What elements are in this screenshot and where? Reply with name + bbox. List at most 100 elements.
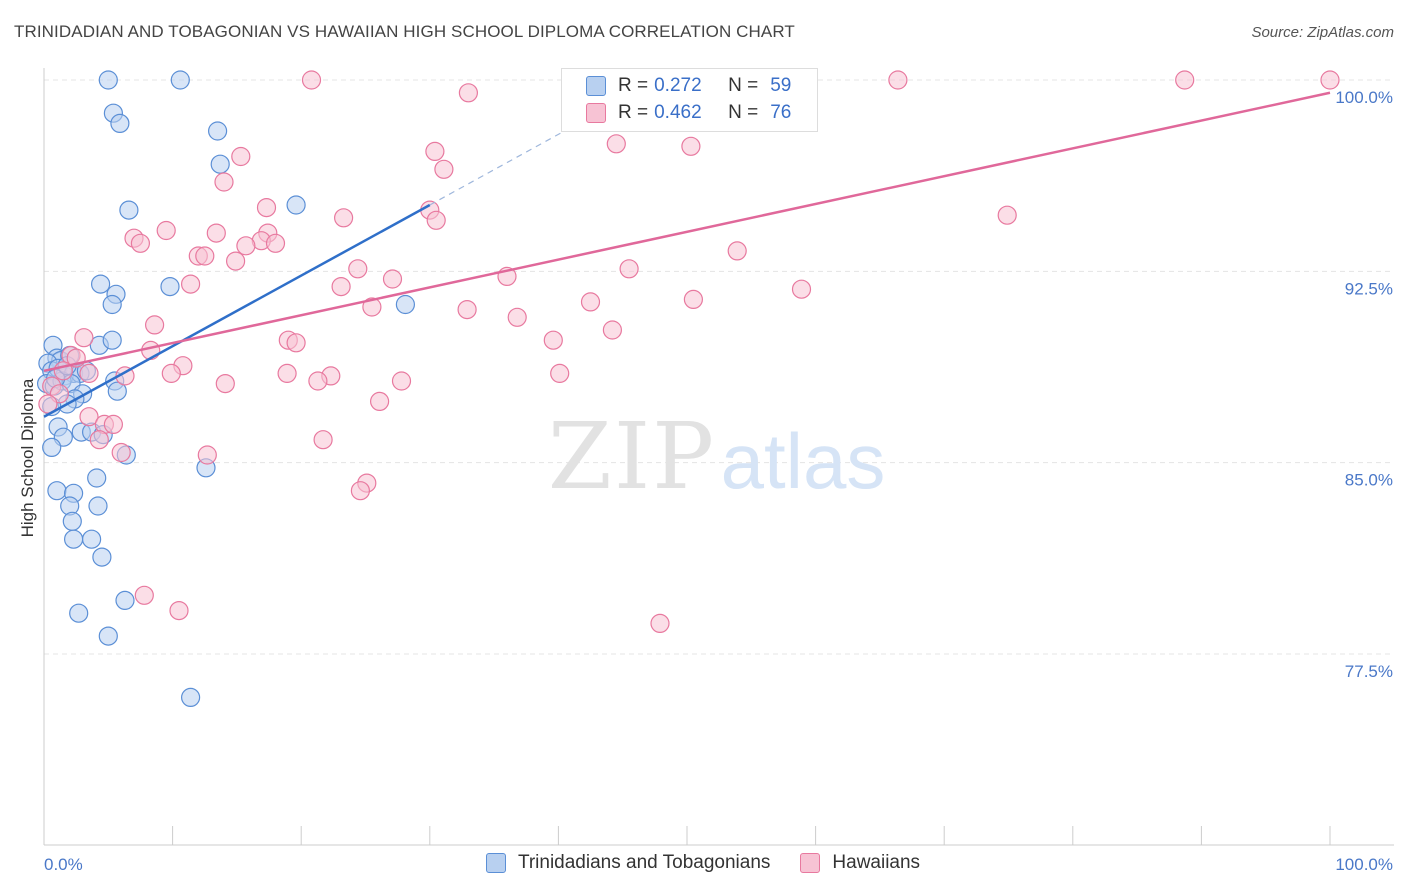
hawaiian-point <box>382 269 403 289</box>
hawaiian-point <box>197 445 217 465</box>
hawaiian-point <box>236 236 256 256</box>
hawaiian-point <box>434 159 454 179</box>
y-tick-label: 85.0% <box>1345 471 1393 490</box>
trinidadian-point <box>69 603 89 623</box>
hawaiian-point <box>231 146 251 167</box>
hawaiian-point <box>888 70 908 90</box>
hawaiian-point <box>350 481 370 501</box>
r-value: 0.272 <box>654 75 702 96</box>
hawaiian-point <box>580 292 601 312</box>
trinidadian-point <box>119 200 139 220</box>
hawaiian-point <box>681 136 701 156</box>
y-axis-label: High School Diploma <box>18 378 37 537</box>
trinidadian-point <box>98 70 118 90</box>
y-tick-label: 77.5% <box>1345 662 1393 681</box>
trinidadian-point <box>47 481 67 501</box>
x-tick-label: 100.0% <box>1335 855 1393 874</box>
hawaiian-point <box>619 259 639 279</box>
trinidadian-point <box>102 330 122 350</box>
trinidadian-point <box>98 626 118 646</box>
hawaiian-point <box>215 374 235 394</box>
trinidadian-swatch <box>485 853 506 873</box>
watermark: ZIP atlas <box>548 403 885 510</box>
n-label: N = <box>728 102 759 123</box>
hawaiian-point <box>1320 70 1340 90</box>
hawaiian-point <box>145 315 165 335</box>
series-legend: Trinidadians and Tobagonians Hawaiians <box>0 852 1406 874</box>
hawaiian-point <box>111 442 131 463</box>
hawaiian-point <box>650 613 670 634</box>
hawaiian-point <box>727 241 747 261</box>
hawaiian-swatch <box>800 853 821 873</box>
hawaiian-point <box>457 300 477 320</box>
hawaiian-point <box>130 233 150 253</box>
trinidadian-point <box>88 496 108 516</box>
hawaiian-point <box>308 371 328 391</box>
gridlines <box>44 79 1394 655</box>
hawaiian-point <box>256 198 277 218</box>
hawaiian-point <box>181 274 201 294</box>
hawaiian-point <box>543 330 563 350</box>
y-tick-label: 92.5% <box>1345 279 1393 298</box>
hawaiian-point <box>313 430 333 450</box>
legend-item-hawaiian[interactable]: Hawaiians <box>800 852 920 874</box>
trinidadian-point <box>102 294 122 315</box>
n-value: 59 <box>770 75 792 96</box>
trinidadian-swatch <box>586 76 606 96</box>
source-label: Source: ZipAtlas.com <box>1251 24 1394 41</box>
trinidadian-point <box>115 590 135 611</box>
legend-label: Trinidadians and Tobagonians <box>517 852 771 873</box>
watermark-atlas: atlas <box>721 417 886 505</box>
trinidadian-point <box>42 437 62 457</box>
hawaiian-point <box>997 205 1017 225</box>
trinidadian-point <box>170 70 190 90</box>
hawaiian-point <box>206 223 226 243</box>
hawaiian-point <box>458 83 478 103</box>
y-tick-label: 100.0% <box>1335 88 1393 107</box>
r-label: R = <box>618 75 649 96</box>
watermark-zip: ZIP <box>548 403 716 510</box>
trinidadian-point <box>181 687 201 708</box>
r-label: R = <box>618 102 649 123</box>
hawaiian-point <box>348 259 368 279</box>
hawaiian-point <box>134 585 154 605</box>
trinidadian-point <box>395 294 415 315</box>
hawaiian-point <box>79 363 99 383</box>
hawaiian-point <box>331 277 351 297</box>
hawaiian-point <box>214 172 234 192</box>
stats-legend: R = 0.272 N = 59 R = 0.462 N = 76 <box>561 68 818 132</box>
hawaiian-point <box>550 363 570 383</box>
hawaiian-trend-line <box>43 91 1331 373</box>
trinidadian-point <box>208 121 228 141</box>
hawaiian-point <box>507 307 527 327</box>
stats-row-trinidadian: R = 0.272 N = 59 <box>586 73 791 99</box>
trinidadian-point <box>87 468 107 488</box>
hawaiian-point <box>425 141 445 161</box>
n-label: N = <box>728 75 759 96</box>
trinidadian-point <box>107 381 127 401</box>
hawaiian-point <box>38 394 58 414</box>
hawaiian-point <box>195 246 215 266</box>
trinidadian-point <box>286 195 306 215</box>
trinidadian-point <box>81 529 102 549</box>
hawaiian-point <box>606 134 626 154</box>
hawaiian-point <box>362 297 382 317</box>
data-points <box>36 70 1340 708</box>
trinidadian-point <box>62 511 82 531</box>
legend-item-trinidadian[interactable]: Trinidadians and Tobagonians <box>485 852 771 874</box>
trinidadian-point <box>92 547 112 567</box>
hawaiian-point <box>169 600 189 621</box>
hawaiian-point <box>683 289 704 309</box>
hawaiian-point <box>156 220 176 241</box>
legend-label: Hawaiians <box>832 852 921 873</box>
hawaiian-point <box>426 210 446 230</box>
hawaiian-point <box>74 328 94 348</box>
stats-row-hawaiian: R = 0.462 N = 76 <box>586 100 791 126</box>
axes: 77.5% 85.0% 92.5% 100.0% 0.0% 100.0% <box>43 68 1394 874</box>
trinidadian-point <box>210 154 230 174</box>
r-value: 0.462 <box>654 102 702 123</box>
chart-title: TRINIDADIAN AND TOBAGONIAN VS HAWAIIAN H… <box>14 22 795 41</box>
hawaiian-point <box>334 208 354 228</box>
hawaiian-point <box>265 233 286 253</box>
